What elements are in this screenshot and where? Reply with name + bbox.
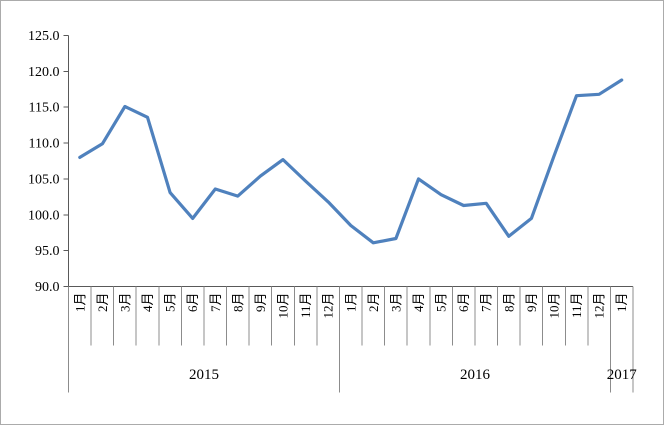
x-month-label: 3月 — [388, 293, 403, 313]
x-month-label: 5月 — [163, 293, 178, 313]
y-tick-label: 95.0 — [35, 244, 60, 259]
labels-layer: 125.0 120.0 115.0 110.0 105.0 100.0 95.0 90.0 1月… — [28, 29, 637, 383]
x-month-label: 11月 — [569, 293, 584, 319]
x-month-label: 12月 — [592, 293, 607, 319]
series-layer — [78, 78, 624, 245]
series-line — [78, 78, 624, 245]
y-tick-label: 100.0 — [28, 208, 60, 223]
x-month-label: 5月 — [434, 293, 449, 313]
y-tick-label: 115.0 — [29, 101, 60, 116]
year-label: 2017 — [607, 367, 638, 383]
x-month-label: 7月 — [479, 293, 494, 313]
x-month-label: 4月 — [140, 293, 155, 313]
y-tick-label: 125.0 — [28, 29, 60, 44]
y-tick-label: 90.0 — [35, 280, 60, 295]
x-month-label: 3月 — [117, 293, 132, 313]
x-month-label: 1月 — [343, 293, 358, 313]
x-month-label: 9月 — [524, 293, 539, 313]
y-tick-label: 105.0 — [28, 172, 60, 187]
grid-and-axes-layer — [63, 35, 634, 393]
x-month-label: 2月 — [95, 293, 110, 313]
x-month-label: 6月 — [456, 293, 471, 313]
x-month-label: 10月 — [276, 293, 291, 319]
y-tick-label: 120.0 — [28, 65, 60, 80]
x-month-label: 1月 — [614, 293, 629, 313]
x-month-label: 4月 — [411, 293, 426, 313]
x-month-label: 6月 — [185, 293, 200, 313]
y-tick-label: 110.0 — [29, 137, 60, 152]
year-label: 2015 — [189, 367, 219, 383]
x-month-label: 8月 — [501, 293, 516, 313]
x-month-label: 11月 — [298, 293, 313, 319]
x-month-label: 1月 — [72, 293, 87, 313]
x-month-label: 9月 — [253, 293, 268, 313]
x-month-label: 7月 — [208, 293, 223, 313]
x-month-label: 12月 — [321, 293, 336, 319]
year-label: 2016 — [460, 367, 491, 383]
x-month-label: 8月 — [230, 293, 245, 313]
x-month-label: 10月 — [546, 293, 561, 319]
x-month-label: 2月 — [366, 293, 381, 313]
